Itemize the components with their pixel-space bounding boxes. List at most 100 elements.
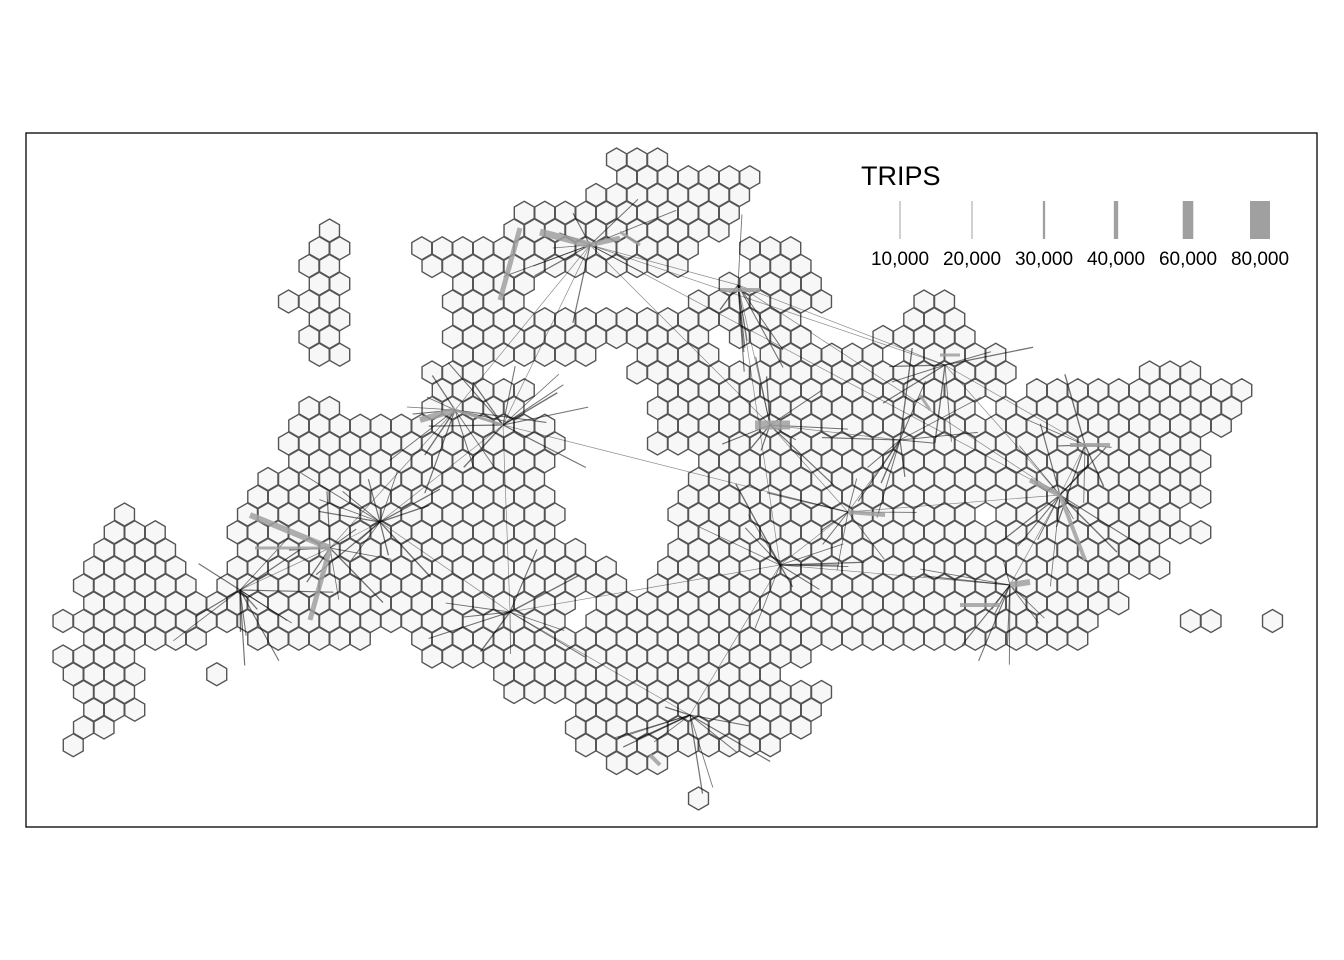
- flow-lines: [173, 198, 1141, 794]
- flow-line: [497, 227, 523, 301]
- flow-line: [589, 244, 771, 426]
- hex-cell: [575, 732, 597, 758]
- hex-cell: [790, 715, 812, 740]
- flow-line: [961, 584, 1011, 646]
- hex-cell: [1067, 626, 1089, 652]
- hex-cell: [349, 626, 371, 652]
- flow-line: [1058, 494, 1087, 561]
- flow-line: [689, 714, 714, 788]
- hex-cell: [1108, 590, 1130, 616]
- hex-cell: [687, 786, 710, 811]
- legend-key-bar: [1042, 201, 1046, 239]
- flow-line: [847, 494, 1061, 513]
- flow-line: [428, 611, 511, 639]
- flow-line: [1028, 477, 1062, 498]
- flow-line: [648, 753, 662, 767]
- flow-line: [847, 510, 886, 517]
- hex-cell: [841, 626, 863, 652]
- hex-cell: [1210, 413, 1232, 439]
- hex-cell: [810, 289, 833, 314]
- hex-cell: [534, 342, 556, 368]
- flow-line: [379, 488, 441, 523]
- flow-line: [1009, 494, 1061, 586]
- flow-line: [1022, 417, 1086, 446]
- flow-line: [1037, 494, 1061, 540]
- flow-line: [173, 589, 241, 642]
- hex-cell: [144, 626, 166, 652]
- flow-line: [923, 575, 1011, 586]
- flow-line: [737, 284, 946, 366]
- legend-label: 20,000: [943, 249, 1001, 270]
- flow-line: [454, 408, 504, 427]
- hex-cell: [1128, 555, 1150, 581]
- flow-line: [326, 491, 331, 549]
- legend-label: 10,000: [871, 249, 929, 270]
- flow-line: [329, 528, 357, 549]
- legend-title: TRIPS: [861, 161, 941, 191]
- flow-line: [689, 714, 704, 794]
- flow-line: [899, 396, 982, 441]
- flow-line: [899, 439, 935, 444]
- hex-cell: [862, 626, 884, 652]
- flow-line: [769, 424, 849, 513]
- flow-line: [239, 548, 302, 591]
- hex-cell: [564, 253, 587, 279]
- hex-cell: [667, 253, 689, 279]
- flow-line: [239, 589, 246, 666]
- flow-line: [1002, 559, 1011, 586]
- hex-cell: [759, 732, 781, 758]
- flow-line: [463, 611, 511, 618]
- flow-line: [572, 244, 591, 323]
- flow-line: [944, 364, 952, 442]
- flow-line: [821, 436, 901, 441]
- flow-line: [509, 611, 565, 632]
- flow-line: [1019, 445, 1061, 496]
- flow-line: [502, 406, 589, 426]
- flow-line: [480, 611, 511, 652]
- flow-line: [539, 228, 591, 249]
- flow-line: [329, 547, 392, 560]
- flow-line: [329, 409, 456, 549]
- flow-line: [445, 602, 511, 613]
- flow-line: [509, 611, 691, 716]
- flow-line: [502, 424, 849, 513]
- hex-cell: [1026, 626, 1048, 652]
- flow-line: [822, 511, 849, 545]
- hex-cell: [1046, 626, 1068, 652]
- flow-line: [472, 381, 504, 426]
- flow-line: [755, 356, 771, 426]
- flow-line: [754, 564, 781, 629]
- flow-line: [1009, 584, 1045, 619]
- hex-cell: [882, 626, 904, 652]
- hex-cell: [626, 750, 648, 776]
- flow-line: [689, 564, 781, 716]
- flow-line: [379, 470, 398, 523]
- flow-line: [617, 714, 691, 739]
- flow-line: [239, 589, 280, 662]
- flow-line: [1008, 584, 1011, 665]
- flow-line: [454, 244, 591, 411]
- flow-line: [622, 714, 691, 748]
- flow-line: [765, 376, 771, 426]
- flow-line: [329, 547, 340, 600]
- flow-line: [857, 439, 901, 502]
- flow-line: [1084, 444, 1105, 487]
- flow-line: [424, 409, 456, 456]
- flow-line: [779, 564, 794, 588]
- flow-line: [899, 380, 926, 441]
- hex-cell: [513, 342, 535, 368]
- flow-line: [699, 526, 781, 566]
- hex-cell: [329, 626, 351, 652]
- flow-line: [502, 424, 587, 469]
- flow-line: [737, 284, 745, 352]
- flow-line: [737, 284, 1061, 496]
- flow-line: [379, 521, 511, 613]
- hex-cell: [277, 289, 300, 314]
- flow-line: [737, 214, 743, 286]
- hex-cell: [790, 644, 812, 669]
- hex-cell: [329, 342, 351, 368]
- legend-key-bar: [971, 201, 973, 239]
- legend-key-bar: [899, 201, 901, 239]
- flow-line: [899, 439, 906, 478]
